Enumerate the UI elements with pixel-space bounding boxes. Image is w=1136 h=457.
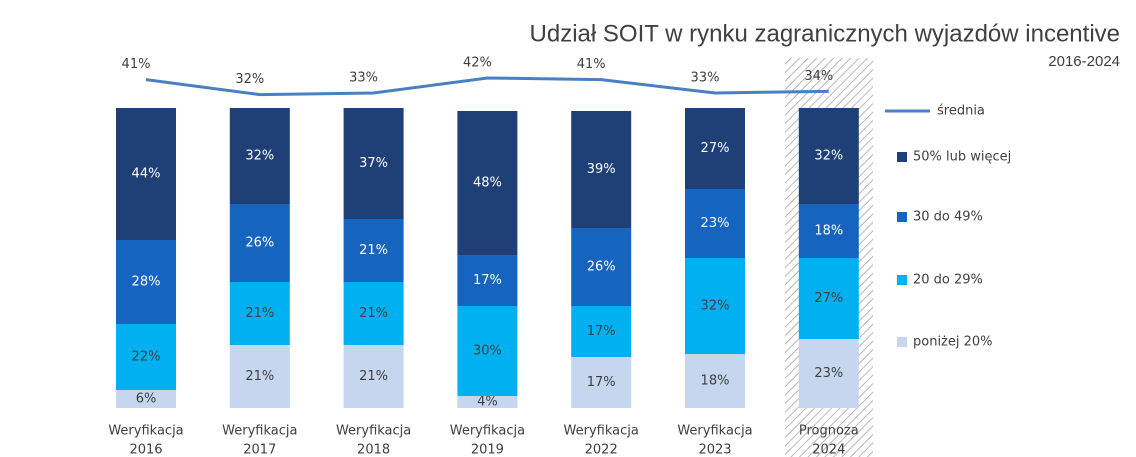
data-label: 4%: [477, 395, 498, 410]
bar-segment: [116, 240, 176, 324]
line-label: 33%: [349, 70, 378, 85]
x-tick-label: Prognoza: [799, 424, 859, 439]
bar-segment: [343, 282, 404, 345]
bar-segment: [571, 306, 632, 357]
line-series: [145, 76, 829, 97]
bar-segment: [798, 108, 859, 204]
x-tick-label: 2024: [812, 443, 845, 457]
bar-segment: [116, 390, 176, 408]
x-tick-label: Weryfikacja: [336, 424, 411, 439]
data-label: 37%: [359, 156, 388, 171]
line-label: 42%: [463, 55, 492, 70]
x-tick-label: Weryfikacja: [108, 424, 183, 439]
data-label: 23%: [701, 216, 730, 231]
data-label: 32%: [814, 149, 843, 164]
data-label: 27%: [814, 291, 843, 306]
bar-segment: [343, 219, 404, 282]
x-tick-label: 2022: [585, 443, 618, 457]
bar-segment: [685, 258, 745, 354]
data-label: 21%: [359, 369, 388, 384]
bar-segment: [229, 282, 290, 345]
data-label: 26%: [245, 236, 274, 251]
data-label: 21%: [359, 243, 388, 258]
bar-segment: [116, 108, 176, 240]
data-label: 48%: [473, 176, 502, 191]
bar-segment: [116, 324, 176, 390]
x-tick-label: 2019: [471, 443, 504, 457]
bar-segment: [798, 258, 859, 339]
data-label: 27%: [701, 141, 730, 156]
x-tick-label: Weryfikacja: [450, 424, 525, 439]
x-tick-label: Weryfikacja: [222, 424, 297, 439]
legend-swatch: [897, 212, 907, 222]
bar-segment: [343, 345, 404, 408]
line-label: 41%: [577, 57, 606, 72]
data-label: 32%: [701, 299, 730, 314]
bar-segment: [571, 111, 632, 228]
bar-segment: [798, 339, 859, 408]
legend-label: średnia: [937, 104, 985, 119]
data-label: 21%: [245, 369, 274, 384]
bar-segment: [457, 255, 518, 306]
data-label: 17%: [587, 375, 616, 390]
chart-subtitle: 2016-2024: [1048, 53, 1120, 70]
bar-segment: [229, 204, 290, 282]
bar-segment: [343, 108, 404, 219]
bar-segment: [229, 345, 290, 408]
bar-segment: [685, 108, 745, 189]
bar-segment: [229, 108, 290, 204]
legend-label: 30 do 49%: [913, 210, 983, 225]
data-label: 18%: [701, 374, 730, 389]
bar-segment: [571, 228, 632, 306]
line-label: 32%: [235, 72, 264, 87]
data-label: 6%: [136, 392, 157, 407]
legend-label: poniżej 20%: [913, 335, 993, 350]
data-label: 30%: [473, 344, 502, 359]
x-tick-label: Weryfikacja: [564, 424, 639, 439]
bar-segment: [457, 306, 518, 396]
data-label: 17%: [587, 324, 616, 339]
bar-segment: [457, 396, 518, 408]
x-tick-label: 2017: [243, 443, 276, 457]
data-label: 28%: [132, 275, 161, 290]
data-label: 17%: [473, 273, 502, 288]
x-tick-label: 2023: [698, 443, 731, 457]
legend-swatch: [897, 152, 907, 162]
bar-segment: [457, 111, 518, 255]
data-label: 26%: [587, 260, 616, 275]
line-label: 41%: [122, 57, 151, 72]
data-label: 44%: [132, 167, 161, 182]
data-label: 39%: [587, 162, 616, 177]
line-label: 33%: [691, 70, 720, 85]
x-tick-label: Weryfikacja: [677, 424, 752, 439]
data-label: 21%: [245, 306, 274, 321]
data-label: 23%: [814, 366, 843, 381]
bar-segment: [685, 354, 745, 408]
chart-title: Udział SOIT w rynku zagranicznych wyjazd…: [530, 20, 1120, 47]
data-label: 18%: [814, 224, 843, 239]
legend-swatch: [897, 337, 907, 347]
line-label: 34%: [804, 69, 833, 84]
data-label: 22%: [132, 350, 161, 365]
x-tick-label: 2016: [129, 443, 162, 457]
legend-swatch: [897, 275, 907, 285]
bar-segment: [571, 357, 632, 408]
legend-label: 50% lub więcej: [913, 150, 1011, 165]
data-label: 21%: [359, 306, 388, 321]
legend-label: 20 do 29%: [913, 273, 983, 288]
data-label: 32%: [245, 149, 274, 164]
x-tick-label: 2018: [357, 443, 390, 457]
bar-segment: [798, 204, 859, 258]
bar-segment: [685, 189, 745, 258]
